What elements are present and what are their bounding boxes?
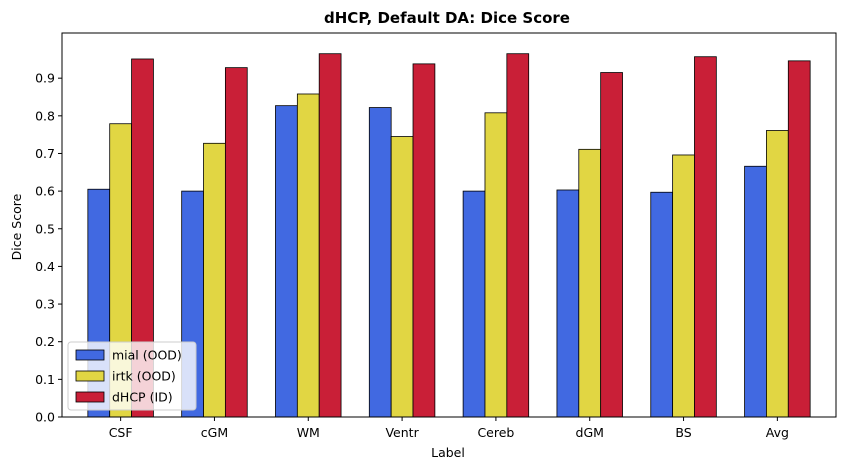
bar-2-dgm [578, 148, 602, 418]
y-tick-label: 0.8 [35, 108, 55, 123]
x-tick-label: CSF [109, 425, 133, 440]
y-tick-label: 0.6 [35, 184, 55, 199]
bar-1-cereb [462, 190, 486, 418]
legend-label: irtk (OOD) [112, 369, 176, 384]
y-tick-label: 0.7 [35, 146, 55, 161]
bar-3-cgm [224, 67, 248, 418]
y-tick-label: 0.1 [35, 372, 55, 387]
bars-layer [87, 53, 811, 418]
bar-1-bs [650, 191, 674, 418]
x-tick-label: dGM [576, 425, 604, 440]
bar-2-ventr [390, 136, 414, 418]
y-axis: 0.0 0.1 0.2 0.3 0.4 0.5 0.6 0.7 0.8 0.9 [35, 71, 62, 425]
bar-2-cgm [203, 142, 226, 418]
legend-swatch [75, 349, 105, 361]
bar-2-wm [296, 93, 320, 418]
x-tick-label: Ventr [385, 425, 419, 440]
x-tick-label: WM [297, 425, 320, 440]
bar-1-dgm [556, 189, 580, 418]
x-tick-label: BS [675, 425, 691, 440]
bar-3-wm [318, 53, 342, 418]
legend: mial (OOD) irtk (OOD) dHCP (ID) [67, 341, 197, 411]
y-tick-label: 0.2 [35, 334, 55, 349]
legend-label: mial (OOD) [112, 348, 182, 363]
y-tick-label: 0.4 [35, 259, 55, 274]
bar-3-cereb [506, 53, 530, 418]
bar-3-avg [787, 60, 811, 418]
chart-title: dHCP, Default DA: Dice Score [324, 9, 570, 27]
legend-label: dHCP (ID) [112, 390, 173, 405]
bar-1-wm [275, 105, 298, 418]
bar-1-avg [744, 165, 767, 418]
bar-3-bs [694, 56, 717, 418]
plot-frame [61, 32, 837, 418]
legend-swatch [75, 391, 105, 403]
legend-swatch [75, 370, 105, 382]
x-axis-label: Label [431, 445, 465, 460]
bar-1-ventr [368, 107, 392, 418]
y-tick-label: 0.9 [35, 71, 55, 86]
x-tick-label: Avg [766, 425, 789, 440]
bar-3-dgm [600, 72, 623, 418]
bar-2-bs [672, 154, 695, 418]
y-tick-label: 0.3 [35, 297, 55, 312]
x-tick-label: cGM [201, 425, 228, 440]
x-axis: CSF cGM WM Ventr Cereb dGM BS Avg [109, 417, 789, 440]
bar-2-avg [766, 130, 789, 418]
y-axis-label: Dice Score [9, 193, 24, 260]
bar-2-cereb [484, 112, 508, 418]
bar-3-ventr [412, 63, 436, 418]
y-tick-label: 0.5 [35, 221, 55, 236]
y-tick-label: 0.0 [35, 410, 55, 425]
x-tick-label: Cereb [477, 425, 514, 440]
